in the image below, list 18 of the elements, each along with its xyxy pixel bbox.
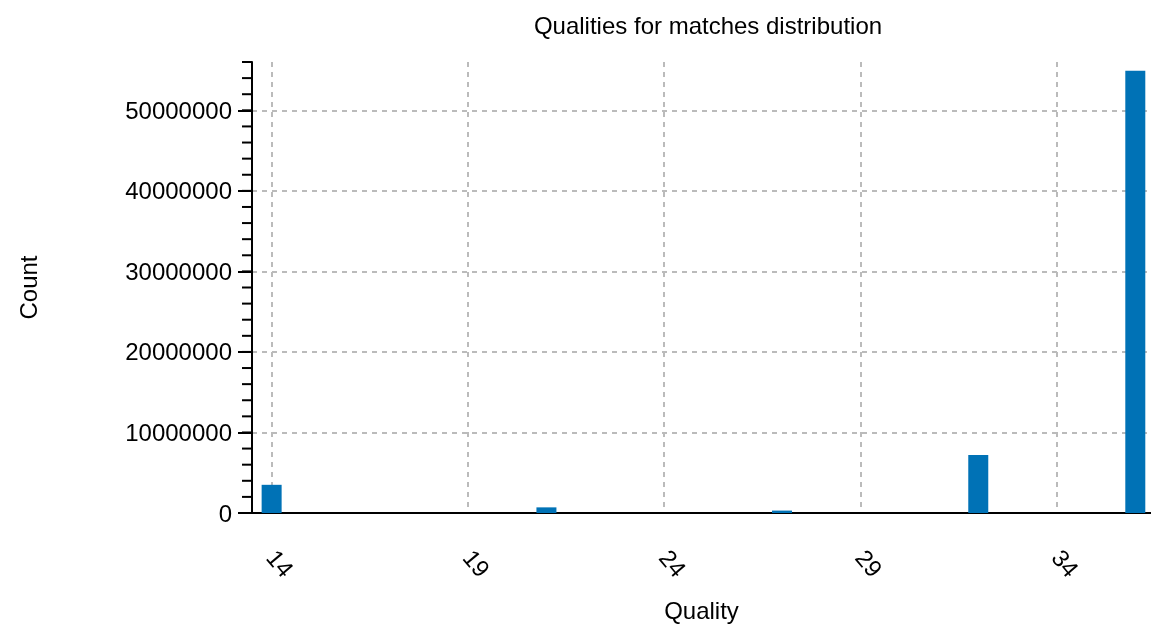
bar [536, 507, 557, 513]
y-tick-label: 30000000 [125, 257, 232, 285]
x-tick-label: 19 [457, 544, 496, 583]
x-tick-label: 29 [850, 544, 888, 583]
x-tick-label: 34 [1046, 544, 1085, 583]
y-tick-label: 0 [218, 499, 232, 527]
y-tick-label: 10000000 [125, 418, 232, 446]
y-tick-label: 50000000 [125, 96, 232, 124]
bar [1125, 70, 1146, 513]
y-tick-label: 20000000 [125, 338, 232, 366]
x-tick-label: 24 [653, 544, 692, 583]
bar [261, 484, 282, 513]
chart-title: Qualities for matches distribution [533, 11, 883, 39]
bar [968, 455, 989, 513]
y-axis-title: Count [14, 255, 42, 320]
x-tick-label: 14 [261, 544, 300, 583]
y-tick-label: 40000000 [125, 177, 232, 205]
x-axis-title: Quality [664, 596, 739, 624]
